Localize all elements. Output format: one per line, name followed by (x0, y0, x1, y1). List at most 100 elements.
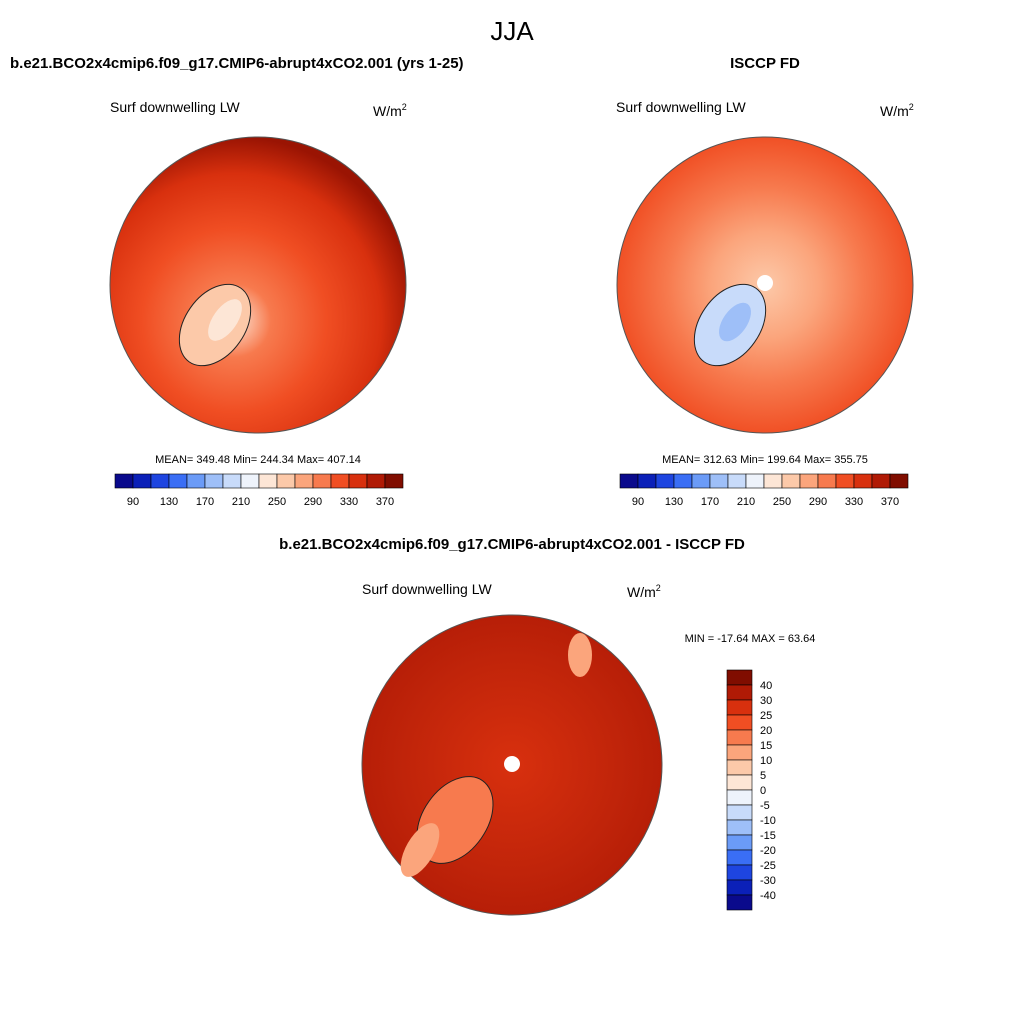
colorbar-label: 370 (376, 496, 394, 508)
colorbar-box (726, 834, 753, 851)
colorbar-label: 170 (196, 496, 214, 508)
colorbar-box (799, 473, 819, 489)
colorbar-box (312, 473, 332, 489)
stats: MEAN= 312.63 Min= 199.64 Max= 355.75 (662, 454, 868, 466)
pole-hole (504, 756, 520, 772)
colorbar-label: 20 (760, 725, 772, 737)
colorbar-box (726, 864, 753, 881)
colorbar-label: 10 (760, 755, 772, 767)
colorbar-label: 5 (760, 770, 766, 782)
colorbar-box (726, 669, 753, 686)
colorbar-box (745, 473, 765, 489)
colorbar-label: 30 (760, 695, 772, 707)
colorbar-box (726, 714, 753, 731)
field-label: Surf downwelling LW (110, 99, 240, 115)
panel-title: ISCCP FD (730, 55, 800, 72)
field-label: Surf downwelling LW (362, 581, 492, 597)
colorbar-box (673, 473, 693, 489)
figure-title: JJA (490, 16, 534, 46)
colorbar-box (853, 473, 873, 489)
stats: MIN = -17.64 MAX = 63.64 (685, 633, 816, 645)
colorbar-label: 290 (809, 496, 827, 508)
panel-title: b.e21.BCO2x4cmip6.f09_g17.CMIP6-abrupt4x… (10, 55, 464, 72)
colorbar-label: 330 (340, 496, 358, 508)
colorbar-label: 370 (881, 496, 899, 508)
colorbar-box (258, 473, 278, 489)
colorbar-box (114, 473, 134, 489)
panel-title: b.e21.BCO2x4cmip6.f09_g17.CMIP6-abrupt4x… (279, 536, 745, 553)
units-sup: 2 (909, 102, 914, 112)
greenland-core (208, 299, 242, 341)
units: W/m2 (627, 583, 661, 600)
colorbar-box (835, 473, 855, 489)
units-text: W/m (627, 584, 656, 600)
colorbar-box (726, 759, 753, 776)
colorbar-box (726, 744, 753, 761)
colorbar-box (619, 473, 639, 489)
colorbar-box (726, 729, 753, 746)
colorbar: 90 130 170 210 250 290 330 370 (114, 473, 404, 508)
colorbar-label: 170 (701, 496, 719, 508)
colorbar: 90 130 170 210 250 290 330 370 (619, 473, 909, 508)
colorbar-label: 330 (845, 496, 863, 508)
colorbar-box (726, 849, 753, 866)
colorbar-box (726, 699, 753, 716)
colorbar-box (691, 473, 711, 489)
units: W/m2 (880, 102, 914, 119)
colorbar-box (709, 473, 729, 489)
colorbar-box (726, 789, 753, 806)
colorbar-label: 40 (760, 680, 772, 692)
colorbar-box (186, 473, 206, 489)
field-label: Surf downwelling LW (616, 99, 746, 115)
units-sup: 2 (656, 583, 661, 593)
colorbar-box (871, 473, 891, 489)
colorbar-box (222, 473, 242, 489)
greenland-core (719, 302, 751, 342)
colorbar-label: 130 (665, 496, 683, 508)
pole-hole (757, 275, 773, 291)
colorbar-label: 210 (737, 496, 755, 508)
colorbar-box (726, 774, 753, 791)
colorbar: 40 30 25 20 15 10 5 0 -5 -10 -15 -20 -25 -30 -40 (726, 669, 776, 911)
colorbar-box (727, 473, 747, 489)
polar-map (109, 136, 407, 434)
units-text: W/m (880, 103, 909, 119)
colorbar-box (726, 684, 753, 701)
stats: MEAN= 349.48 Min= 244.34 Max= 407.14 (155, 454, 361, 466)
colorbar-label: -10 (760, 815, 776, 827)
units-text: W/m (373, 103, 402, 119)
units-sup: 2 (402, 102, 407, 112)
colorbar-box (655, 473, 675, 489)
colorbar-box (726, 879, 753, 896)
colorbar-box (384, 473, 404, 489)
colorbar-label: 15 (760, 740, 772, 752)
colorbar-box (348, 473, 368, 489)
colorbar-box (294, 473, 314, 489)
colorbar-box (204, 473, 224, 489)
colorbar-label: -20 (760, 845, 776, 857)
colorbar-box (240, 473, 260, 489)
colorbar-label: -5 (760, 800, 770, 812)
colorbar-box (889, 473, 909, 489)
colorbar-box (726, 819, 753, 836)
colorbar-label: 25 (760, 710, 772, 722)
colorbar-label: -30 (760, 875, 776, 887)
colorbar-label: -40 (760, 890, 776, 902)
colorbar-box (132, 473, 152, 489)
colorbar-box (781, 473, 801, 489)
colorbar-label: -15 (760, 830, 776, 842)
units: W/m2 (373, 102, 407, 119)
hotspot (400, 823, 440, 877)
hotspot (568, 633, 592, 677)
colorbar-box (726, 894, 753, 911)
colorbar-label: 210 (232, 496, 250, 508)
colorbar-box (276, 473, 296, 489)
colorbar-box (366, 473, 386, 489)
colorbar-label: 130 (160, 496, 178, 508)
colorbar-box (817, 473, 837, 489)
colorbar-label: 250 (268, 496, 286, 508)
colorbar-label: 0 (760, 785, 766, 797)
colorbar-label: 90 (632, 496, 644, 508)
colorbar-label: 90 (127, 496, 139, 508)
